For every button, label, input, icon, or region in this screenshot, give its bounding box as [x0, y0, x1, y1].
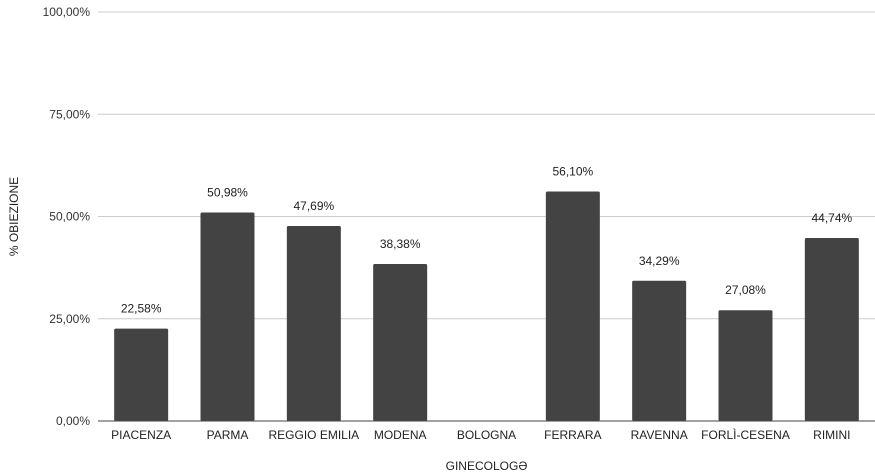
- data-label: 56,10%: [552, 165, 593, 179]
- y-tick-label: 100,00%: [43, 5, 91, 19]
- bars: [114, 191, 859, 421]
- x-category-label: REGGIO EMILIA: [268, 428, 359, 442]
- y-tick-label: 50,00%: [49, 210, 90, 224]
- bar: [373, 264, 428, 421]
- x-category-label: MODENA: [374, 428, 427, 442]
- x-category-label: FORLÌ-CESENA: [701, 427, 790, 442]
- x-category-label: RIMINI: [813, 428, 850, 442]
- data-label: 34,29%: [639, 254, 680, 268]
- x-category-label: PARMA: [207, 428, 249, 442]
- bar: [545, 191, 600, 421]
- bar: [200, 212, 255, 421]
- y-tick-label: 0,00%: [56, 414, 90, 428]
- data-label: 47,69%: [293, 199, 334, 213]
- y-tick-label: 75,00%: [49, 107, 90, 121]
- x-category-label: PIACENZA: [111, 428, 171, 442]
- x-axis-title: GINECOLOGƏ: [446, 459, 528, 473]
- bar: [632, 280, 687, 421]
- data-label: 27,08%: [725, 283, 766, 297]
- bar: [114, 328, 169, 421]
- x-category-label: RAVENNA: [631, 428, 688, 442]
- x-category-label: BOLOGNA: [457, 428, 516, 442]
- data-label: 38,38%: [380, 237, 421, 251]
- data-label: 44,74%: [811, 211, 852, 225]
- bar: [804, 238, 859, 421]
- data-label: 50,98%: [207, 185, 248, 199]
- x-category-label: FERRARA: [544, 428, 601, 442]
- y-tick-label: 25,00%: [49, 312, 90, 326]
- bar: [718, 310, 773, 421]
- y-axis-tick-labels: 0,00% 25,00% 50,00% 75,00% 100,00%: [43, 5, 91, 428]
- data-label: 22,58%: [121, 302, 162, 316]
- data-labels: 22,58% 50,98% 47,69% 38,38% 56,10% 34,29% 27,0…: [121, 165, 853, 316]
- y-axis-title: % OBIEZIONE: [7, 177, 21, 256]
- bar: [286, 225, 341, 421]
- x-axis-category-labels: PIACENZA PARMA REGGIO EMILIA MODENA BOLOGNA F…: [111, 427, 850, 442]
